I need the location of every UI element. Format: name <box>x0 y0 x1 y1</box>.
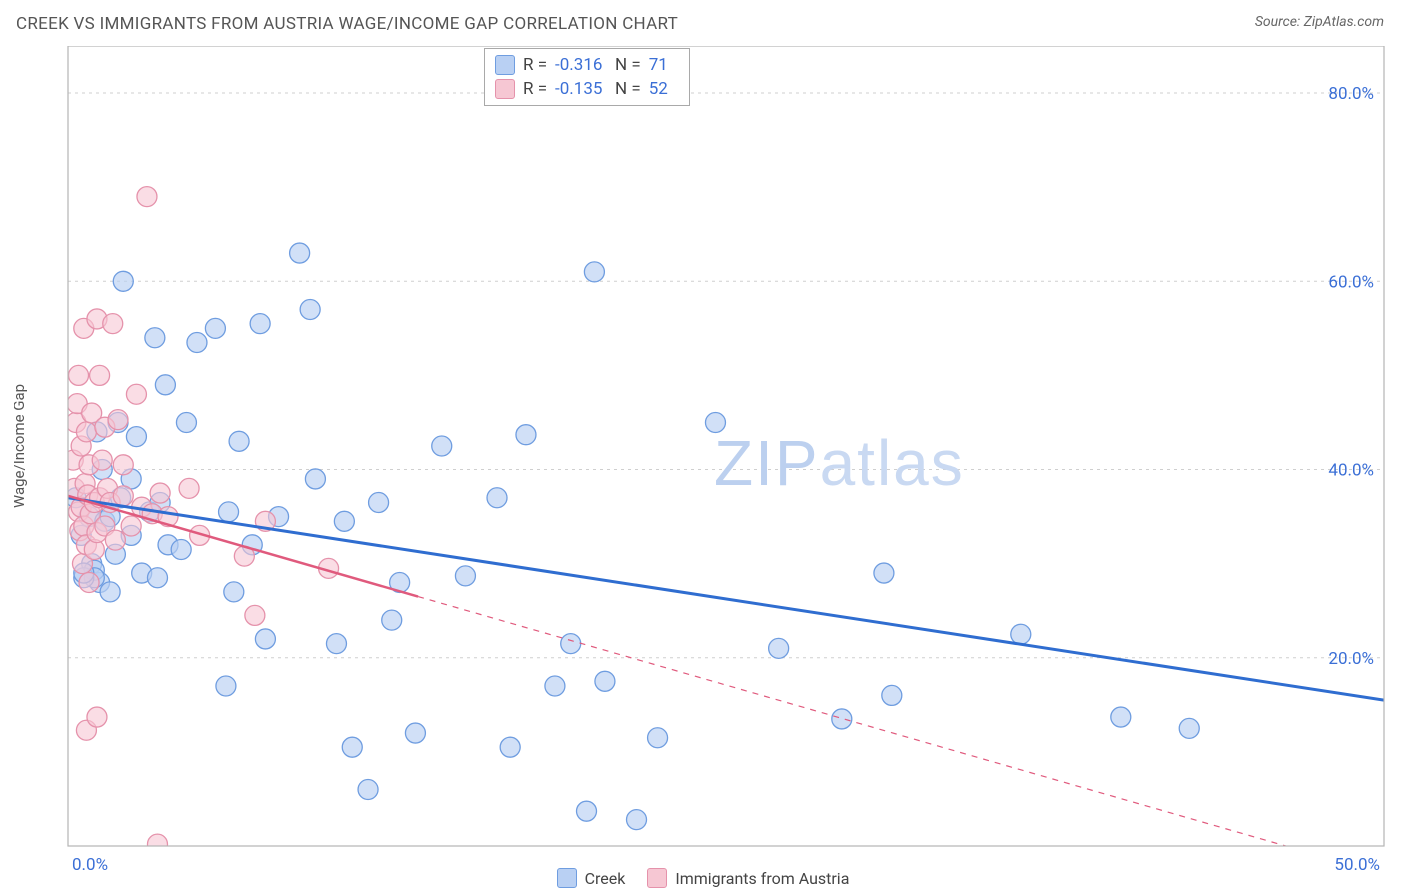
legend-label: Creek <box>585 869 626 888</box>
chart-source: Source: ZipAtlas.com <box>1255 14 1384 30</box>
svg-text:20.0%: 20.0% <box>1328 649 1374 669</box>
chart-container: 20.0%40.0%60.0%80.0%0.0%50.0%Wage/Income… <box>14 46 1392 892</box>
correlation-stats-box: R =-0.316N =71R =-0.135N =52 <box>484 48 690 106</box>
chart-title: CREEK VS IMMIGRANTS FROM AUSTRIA WAGE/IN… <box>16 14 678 34</box>
legend-swatch <box>647 868 667 888</box>
svg-text:40.0%: 40.0% <box>1328 461 1374 481</box>
scatter-chart: 20.0%40.0%60.0%80.0%0.0%50.0%Wage/Income… <box>14 46 1392 892</box>
svg-text:80.0%: 80.0% <box>1328 84 1374 104</box>
series-legend: Creek Immigrants from Austria <box>14 868 1392 888</box>
stats-swatch <box>495 79 515 99</box>
legend-item: Immigrants from Austria <box>647 868 849 888</box>
svg-text:Wage/Income Gap: Wage/Income Gap <box>14 384 28 508</box>
stats-row: R =-0.316N =71 <box>495 53 679 77</box>
legend-item: Creek <box>557 868 626 888</box>
svg-text:60.0%: 60.0% <box>1328 272 1374 292</box>
stats-row: R =-0.135N =52 <box>495 77 679 101</box>
legend-swatch <box>557 868 577 888</box>
legend-label: Immigrants from Austria <box>675 869 849 888</box>
stats-swatch <box>495 55 515 75</box>
